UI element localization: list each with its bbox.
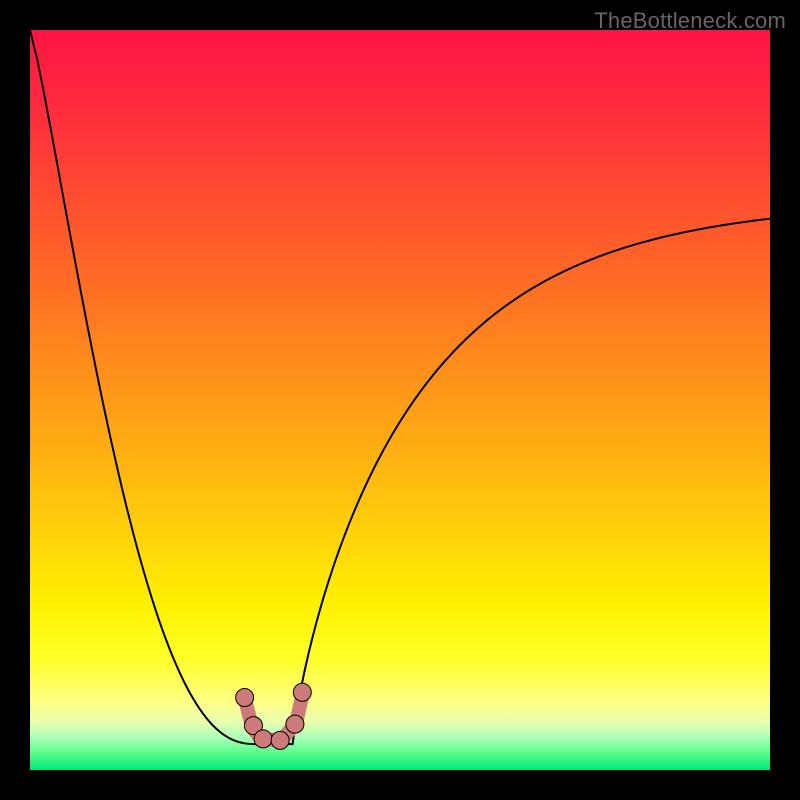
marker-dot bbox=[293, 683, 311, 701]
marker-dot bbox=[236, 688, 254, 706]
gradient-background bbox=[30, 30, 770, 770]
marker-dot bbox=[286, 715, 304, 733]
bottleneck-chart bbox=[0, 0, 800, 800]
watermark-text: TheBottleneck.com bbox=[594, 8, 786, 34]
marker-dot bbox=[254, 730, 272, 748]
marker-dot bbox=[271, 731, 289, 749]
chart-container: { "watermark": "TheBottleneck.com", "can… bbox=[0, 0, 800, 800]
